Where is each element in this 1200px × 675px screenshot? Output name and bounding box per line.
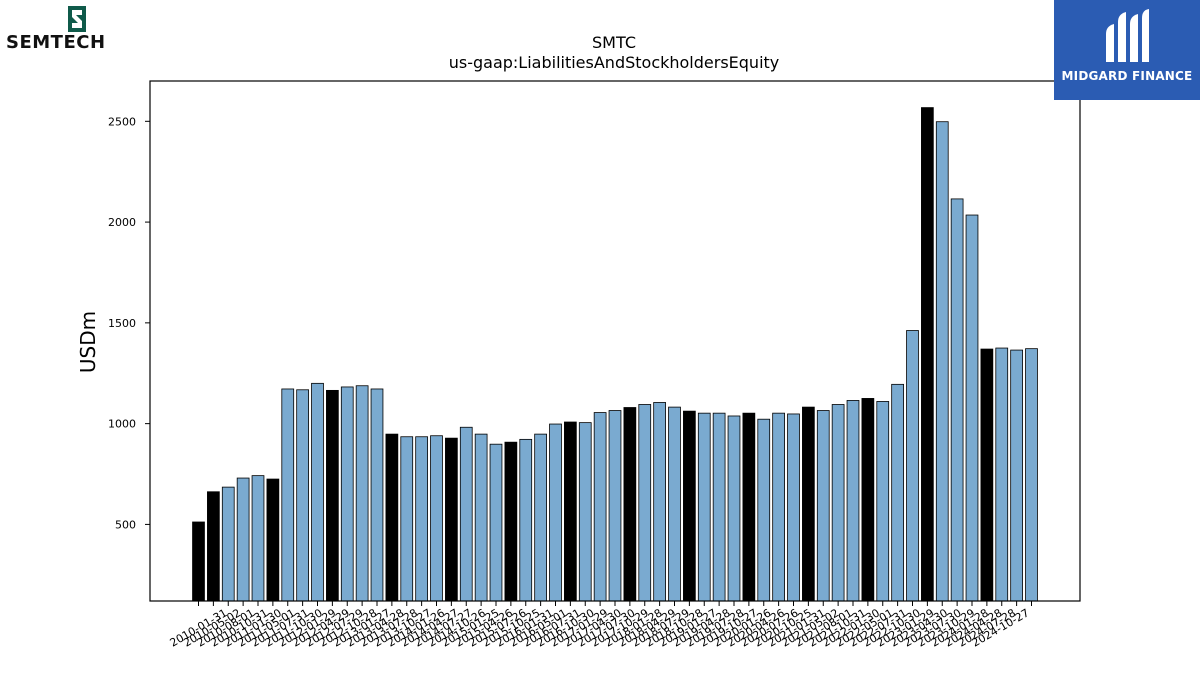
bar-2021-01-31 (846, 400, 860, 602)
bar-2013-04-28 (385, 433, 399, 602)
bar-2022-05-01 (921, 107, 934, 602)
bar-2017-01-29 (608, 410, 622, 602)
y-tick-label: 500 (115, 518, 136, 531)
bar-2023-01-29 (965, 214, 979, 602)
y-axis-ticks: 500 1000 1500 2000 2500 (108, 115, 150, 531)
bar-2022-01-30 (906, 330, 919, 602)
y-axis-label: USDm (76, 311, 100, 373)
bar-2020-04-26 (802, 406, 815, 602)
bar-series (192, 107, 1038, 602)
bar-2010-01-31 (192, 521, 205, 602)
bar-2016-07-31 (578, 422, 592, 602)
bar-2016-10-30 (593, 412, 607, 602)
bar-2016-01-31 (549, 423, 562, 602)
bar-2011-10-30 (296, 389, 309, 602)
bar-2012-07-29 (340, 386, 354, 602)
bar-2018-01-28 (668, 406, 681, 602)
bar-2022-07-31 (935, 121, 949, 602)
bar-2017-10-29 (653, 402, 666, 602)
bar-2013-07-28 (400, 436, 414, 602)
bar-2015-04-26 (504, 441, 518, 602)
bar-2023-04-30 (980, 348, 994, 602)
y-tick-label: 2000 (108, 216, 136, 229)
x-axis-ticks: 2010-01-312010-05-022010-08-012010-10-31… (168, 601, 1032, 650)
bar-2015-01-25 (489, 443, 503, 602)
chart-title: SMTC (592, 33, 636, 52)
bar-2020-10-25 (831, 404, 845, 602)
bar-2017-04-30 (623, 407, 637, 602)
bar-2018-07-29 (697, 412, 711, 602)
bar-2015-10-25 (534, 433, 547, 602)
bar-2021-08-01 (876, 401, 890, 602)
bar-2010-08-01 (221, 486, 235, 602)
bar-2010-10-31 (236, 477, 250, 602)
bar-2020-01-26 (787, 413, 800, 602)
bar-2019-07-28 (757, 418, 771, 602)
bar-2015-07-26 (519, 438, 533, 602)
bar-2011-01-30 (251, 475, 265, 602)
bar-2019-04-28 (742, 412, 756, 602)
bar-2014-10-26 (474, 433, 488, 602)
plot-area-frame (149, 80, 1081, 602)
bar-2018-04-29 (683, 410, 696, 602)
bar-2010-05-02 (207, 491, 220, 602)
bar-2013-10-27 (415, 436, 428, 602)
midgard-logo-mark-icon (1106, 9, 1149, 62)
bar-2021-05-02 (861, 398, 875, 602)
semtech-logo-text: SEMTECH (6, 32, 106, 53)
midgard-logo-text: MIDGARD FINANCE (1061, 69, 1193, 83)
bar-2023-10-29 (1010, 349, 1023, 602)
bar-2014-01-26 (430, 435, 443, 602)
semtech-logo-mark-icon (68, 6, 86, 32)
bar-2022-10-30 (950, 198, 964, 602)
bar-2012-01-29 (311, 382, 324, 602)
bar-2023-07-30 (995, 347, 1009, 602)
bar-2014-07-27 (459, 426, 473, 602)
bar-2019-10-27 (772, 412, 785, 602)
y-tick-label: 2500 (108, 115, 136, 128)
bar-2011-05-01 (266, 478, 280, 602)
y-tick-label: 1000 (108, 418, 136, 431)
bar-2021-10-31 (891, 383, 904, 602)
chart-subtitle: us-gaap:LiabilitiesAndStockholdersEquity (449, 53, 780, 72)
bar-2011-07-31 (281, 388, 295, 602)
bar-2019-01-27 (727, 415, 741, 602)
bar-2012-04-29 (326, 389, 339, 602)
semtech-logo: SEMTECH (6, 6, 146, 53)
bar-2018-10-28 (712, 412, 726, 602)
bar-2016-05-01 (564, 421, 577, 602)
y-tick-label: 1500 (108, 317, 136, 330)
bar-2020-07-26 (816, 410, 830, 602)
bar-2014-04-27 (445, 437, 458, 602)
bar-2024-01-28 (1025, 348, 1038, 602)
bar-2017-07-30 (638, 404, 652, 602)
bar-2012-10-28 (355, 385, 369, 602)
midgard-finance-logo: MIDGARD FINANCE (1054, 0, 1200, 100)
bar-2013-01-27 (370, 388, 384, 602)
